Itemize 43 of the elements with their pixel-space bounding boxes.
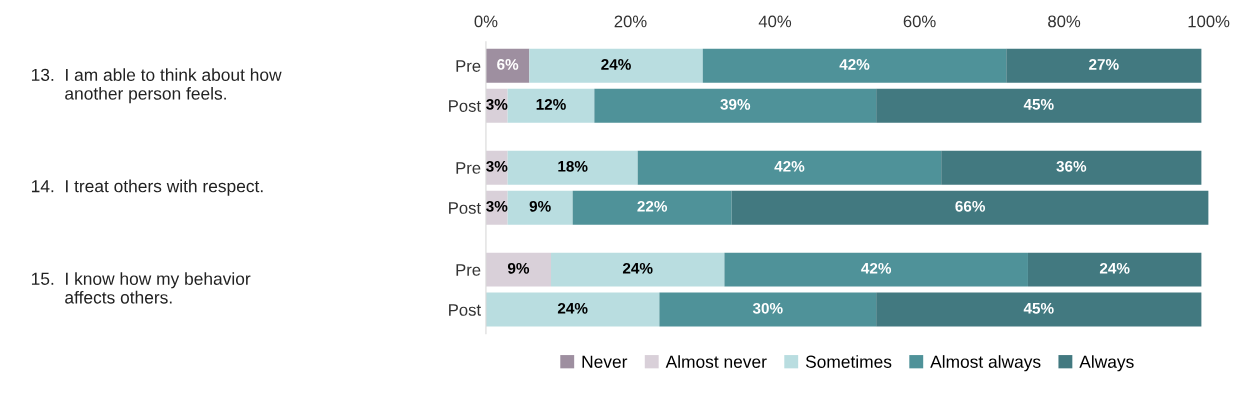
data-label: 45%	[1023, 99, 1054, 110]
data-label: 66%	[955, 200, 986, 212]
legend-label: Never	[582, 355, 628, 368]
text: 14. I treat others with respect.	[31, 179, 263, 196]
x-tick-label: 80%	[1048, 15, 1081, 28]
x-tick-label: 0%	[474, 15, 498, 28]
x-tick-label: 100%	[1188, 15, 1230, 28]
legend-label: Almost always	[930, 355, 1041, 372]
data-label: 24%	[601, 58, 631, 70]
data-label: 18%	[558, 160, 588, 172]
data-label: 9%	[529, 200, 551, 212]
legend-label: Almost never	[665, 355, 767, 368]
data-label: 9%	[507, 262, 530, 274]
y-tick-label: Pre	[456, 162, 481, 174]
x-tick-label: 60%	[903, 15, 936, 28]
data-label: 3%	[486, 160, 508, 172]
data-label: 42%	[774, 160, 805, 172]
text: 13. I am able to think about how another person feels.	[31, 68, 282, 104]
y-tick-label: Pre	[456, 60, 481, 72]
text: 15. I know how my behavior affects others.	[31, 272, 251, 304]
y-tick-label: Post	[449, 202, 481, 214]
data-label: 24%	[1099, 262, 1130, 274]
data-label: 36%	[1056, 160, 1087, 172]
y-tick-label: Post	[449, 100, 481, 112]
data-label: 39%	[720, 98, 751, 110]
data-label: 24%	[622, 262, 653, 274]
data-label: 22%	[637, 200, 668, 212]
data-label: 42%	[839, 58, 870, 70]
data-label: 30%	[752, 302, 783, 314]
x-tick-label: 40%	[758, 15, 792, 28]
data-label: 12%	[536, 98, 566, 110]
data-label: 3%	[486, 98, 508, 110]
legend-label: Always	[1079, 355, 1134, 372]
data-label: 3%	[486, 200, 508, 212]
data-label: 6%	[497, 58, 519, 70]
data-label: 42%	[861, 262, 892, 274]
x-tick-label: 20%	[614, 15, 647, 28]
data-label: 24%	[557, 302, 588, 314]
data-label: 27%	[1089, 58, 1119, 70]
data-label: 45%	[1023, 302, 1054, 314]
legend-label: Sometimes	[805, 355, 892, 368]
y-tick-label: Pre	[456, 264, 481, 276]
y-tick-label: Post	[449, 304, 481, 316]
